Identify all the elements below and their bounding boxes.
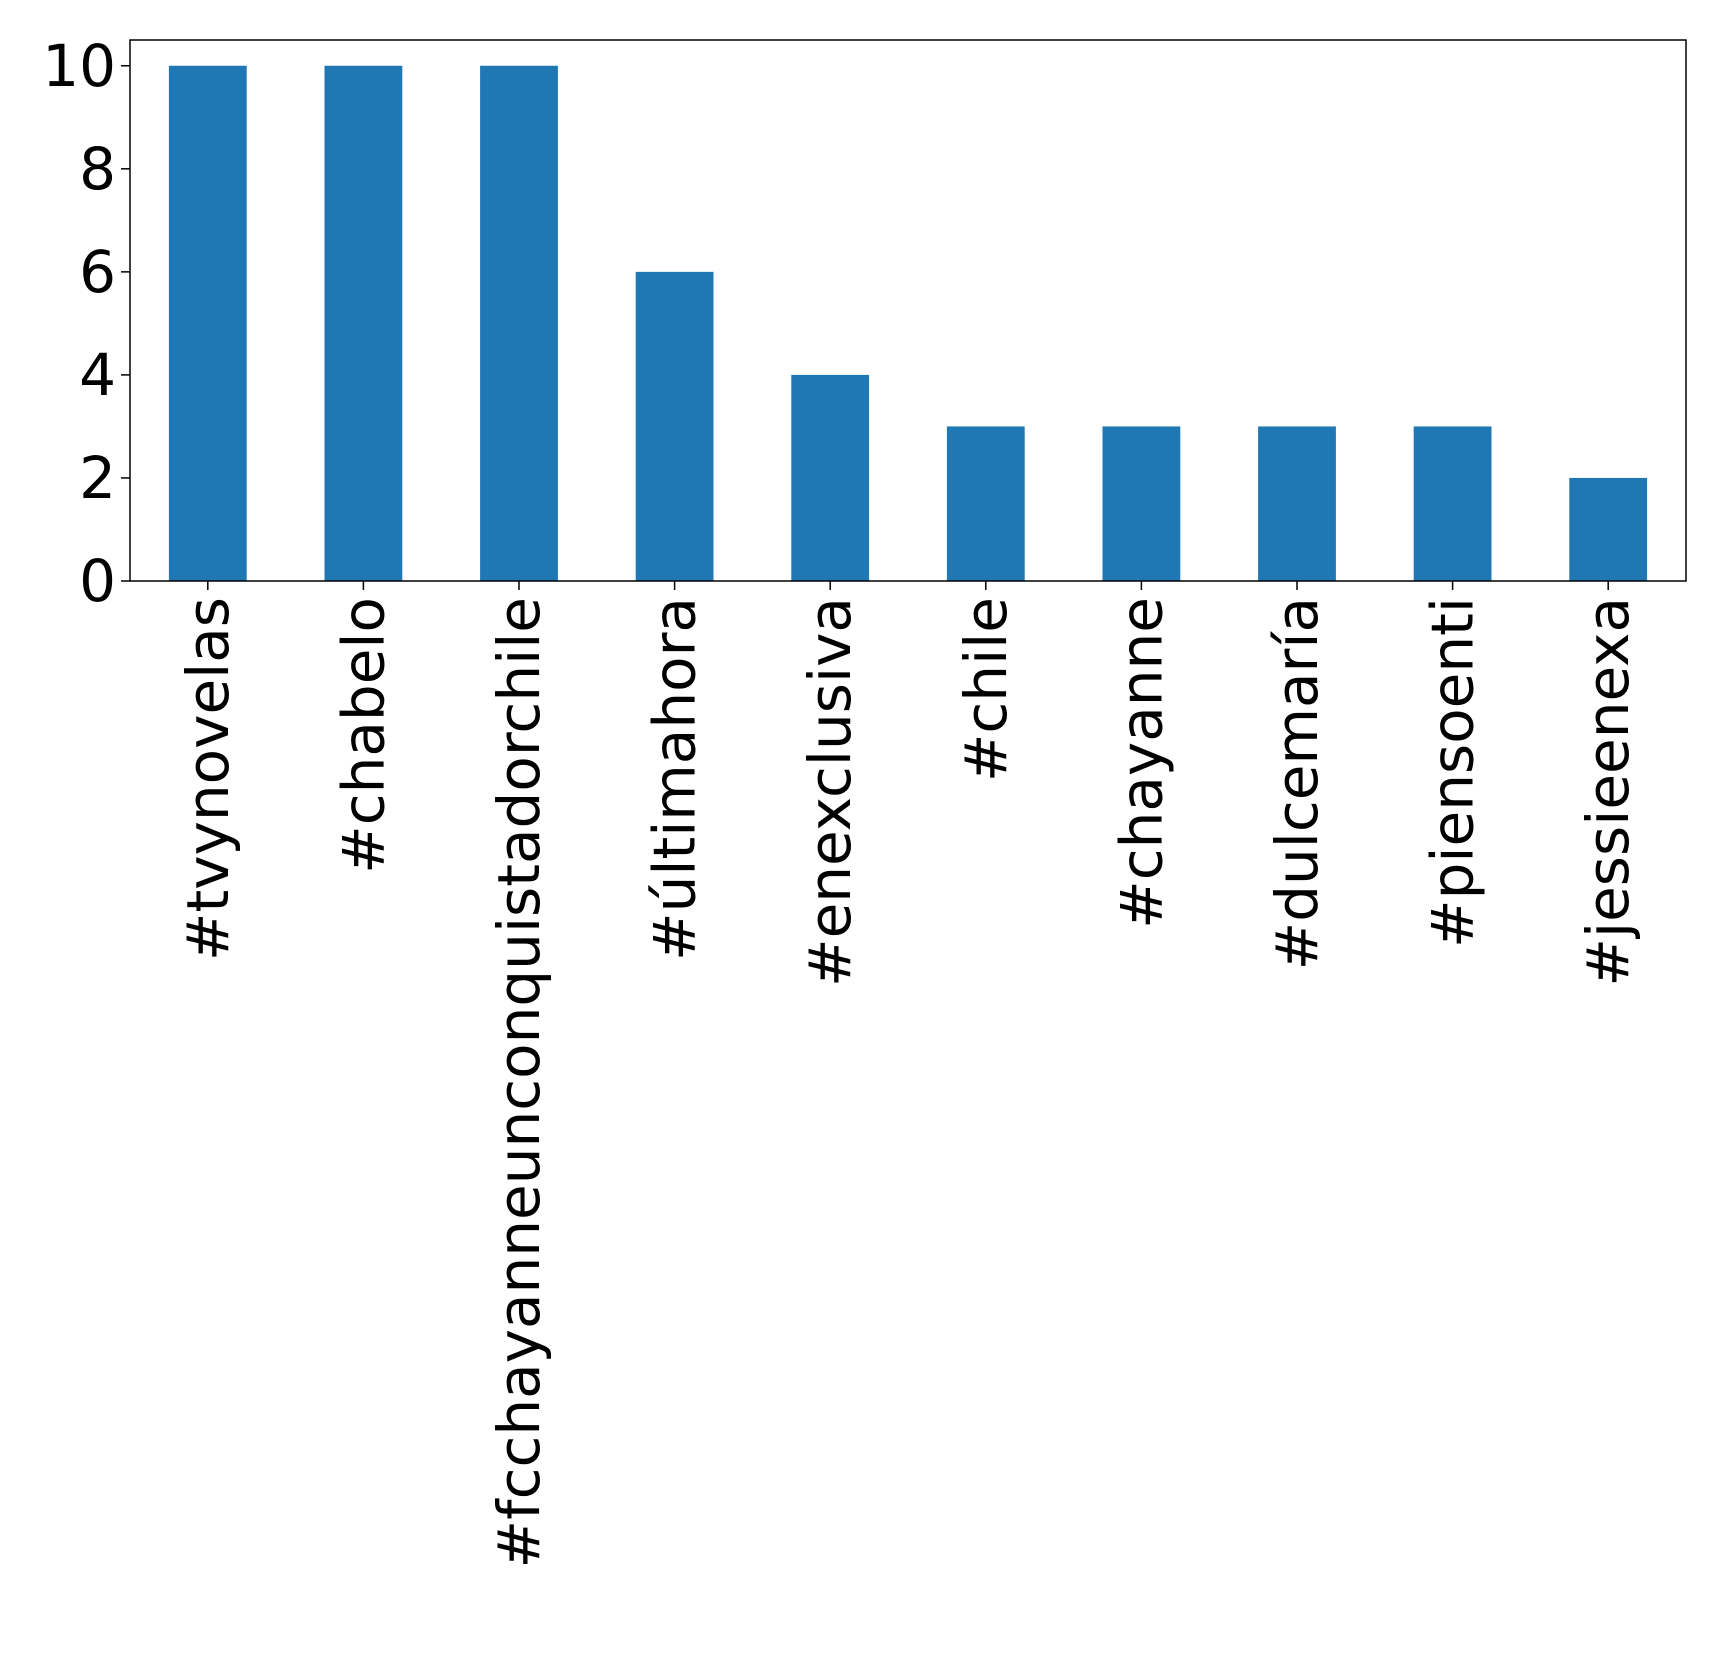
x-tick-label-3: #últimahora	[641, 597, 709, 961]
bar-0	[168, 65, 247, 581]
bar-2	[480, 65, 558, 581]
bar-9	[1569, 477, 1648, 581]
x-tick-label-4: #enexclusiva	[796, 597, 864, 987]
bar-4	[791, 374, 870, 581]
x-tick-label-5: #chile	[952, 597, 1020, 782]
y-axis: 0 2 4 6 8 10	[42, 32, 130, 615]
y-tick-label-5: 10	[42, 32, 116, 100]
bar-5	[946, 426, 1025, 581]
y-tick-label-0: 0	[79, 547, 116, 615]
y-tick-label-4: 8	[79, 135, 116, 203]
x-tick-label-7: #dulcemaría	[1263, 597, 1331, 970]
bar-1	[324, 65, 403, 581]
x-tick-label-2: #fcchayanneunconquistadorchile	[485, 597, 553, 1568]
bar-8	[1413, 426, 1492, 581]
x-tick-label-9: #jessieenexa	[1574, 597, 1642, 987]
bars-group	[168, 65, 1648, 581]
y-tick-label-3: 6	[79, 238, 116, 306]
plot-frame	[129, 39, 1687, 582]
x-axis: #tvynovelas #chabelo #fcchayanneunconquist…	[174, 581, 1642, 1568]
bar-3	[635, 271, 714, 581]
x-tick-label-1: #chabelo	[329, 597, 397, 874]
bar-6	[1102, 426, 1181, 581]
x-tick-label-6: #chayanne	[1107, 597, 1175, 929]
x-tick-label-0: #tvynovelas	[174, 597, 242, 961]
y-tick-label-1: 2	[79, 444, 116, 512]
x-tick-label-8: #piensoenti	[1419, 597, 1487, 948]
bar-7	[1258, 426, 1336, 581]
y-tick-label-2: 4	[79, 341, 116, 409]
